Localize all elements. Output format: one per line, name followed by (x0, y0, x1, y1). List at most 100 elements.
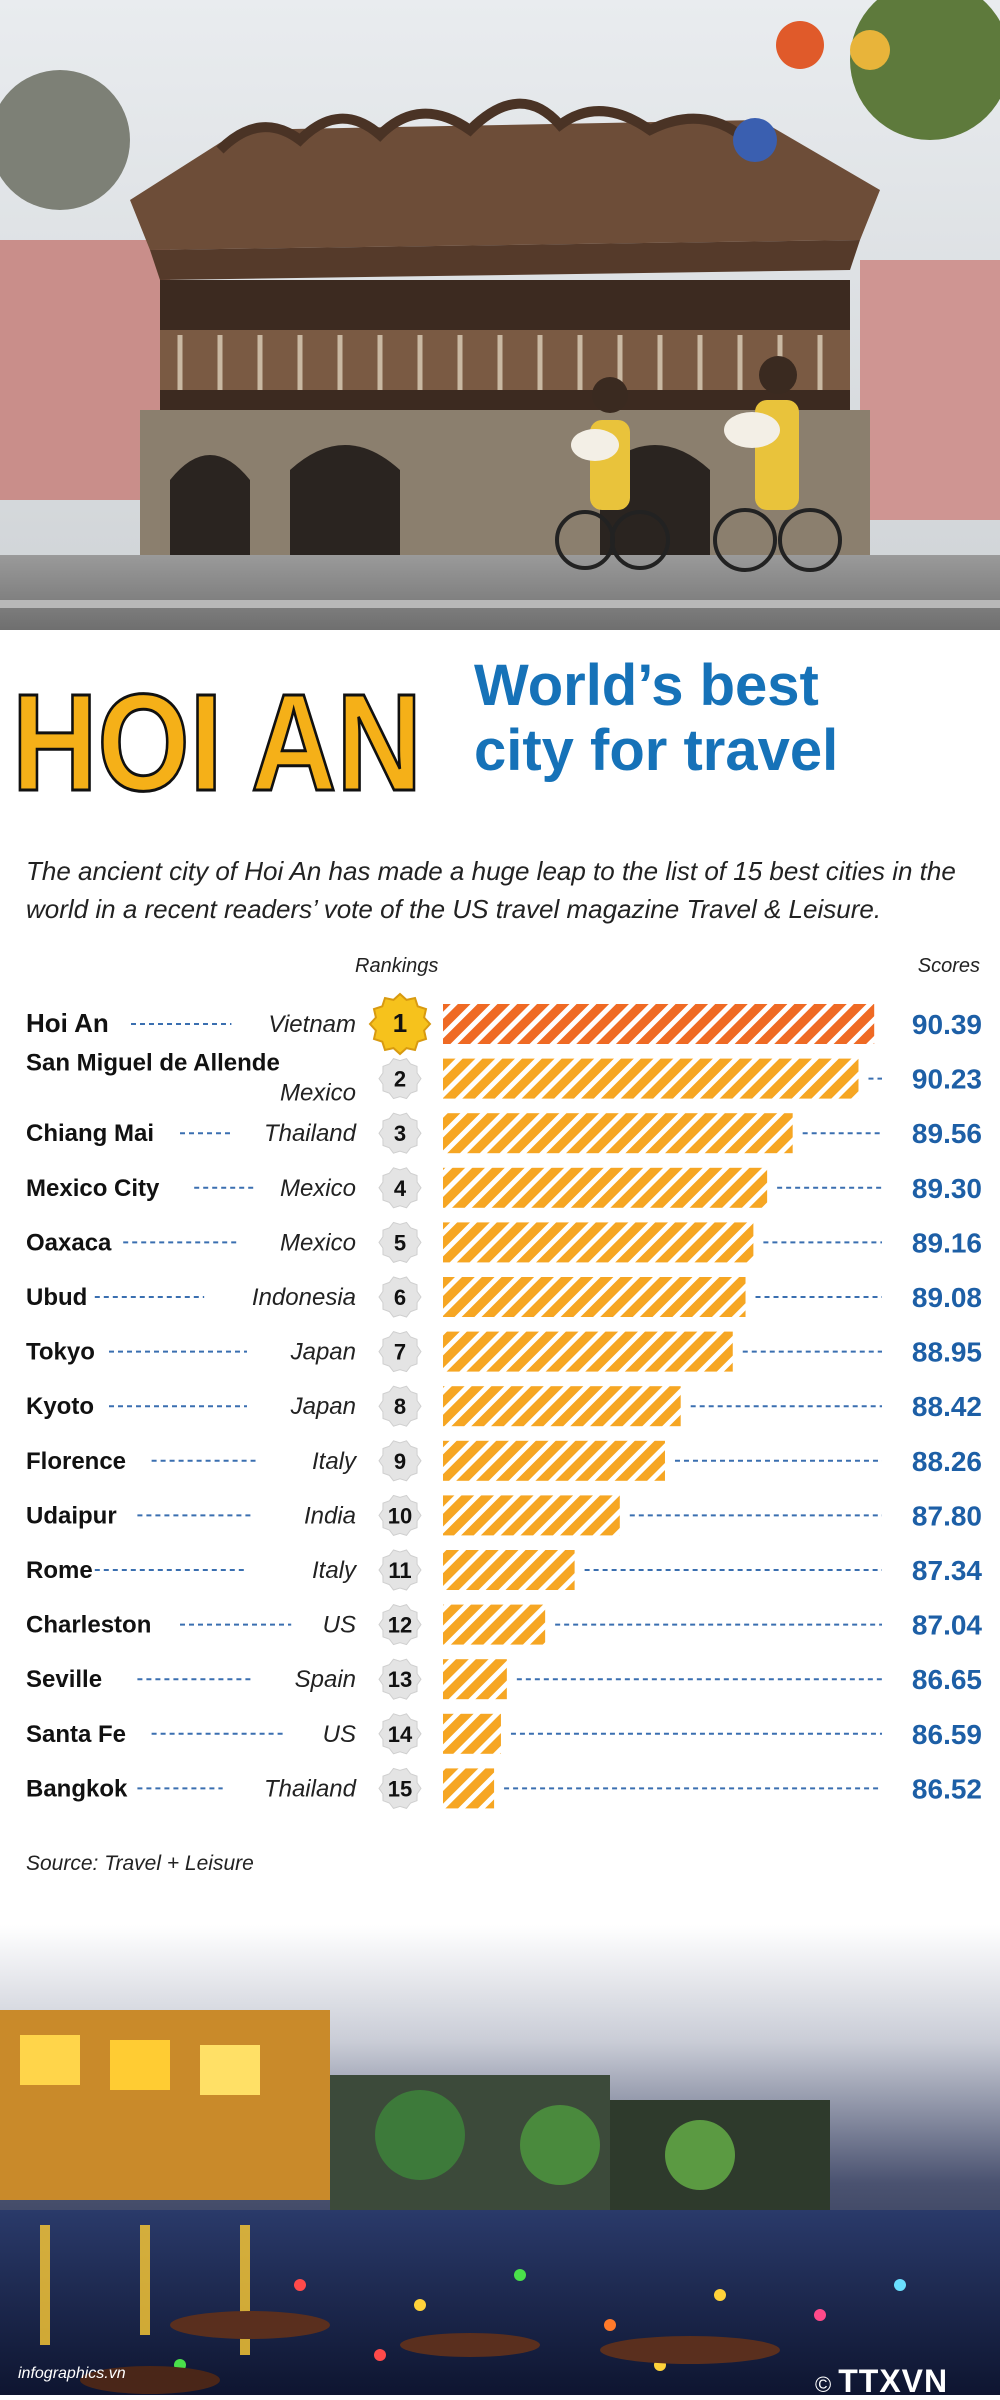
score-value: 90.23 (912, 1064, 982, 1095)
city-label: San Miguel de Allende (26, 1050, 280, 1077)
agency-logo: © TTXVN (815, 2363, 948, 2400)
rank-badge (368, 992, 432, 1056)
score-bar (443, 1004, 875, 1044)
rank-badge (378, 1112, 422, 1154)
rank-number: 3 (394, 1121, 406, 1146)
rank-number: 14 (388, 1722, 413, 1747)
score-bar (443, 1604, 546, 1645)
city-label: Florence (26, 1448, 126, 1475)
agency-logo-text: TTXVN (838, 2363, 949, 2399)
hoi-an-bridge-photo (0, 0, 1000, 630)
scores-header: Scores (918, 955, 980, 977)
city-label: Seville (26, 1666, 102, 1693)
rank-badge (378, 1658, 422, 1700)
city-label: Oaxaca (26, 1229, 112, 1256)
country-label: Vietnam (268, 1011, 356, 1038)
score-bar (443, 1331, 733, 1372)
city-label: Chiang Mai (26, 1120, 154, 1147)
score-bar (443, 1713, 501, 1754)
rank-badge (378, 1549, 422, 1591)
city-label: Kyoto (26, 1393, 94, 1420)
rank-badge (378, 1440, 422, 1482)
city-label: Ubud (26, 1284, 87, 1311)
country-label: Italy (312, 1448, 358, 1475)
ranking-chart: Rankings Scores Hoi An Vietnam 1 90.39 San M… (0, 940, 1000, 1845)
score-value: 89.16 (912, 1227, 982, 1258)
rank-badge (378, 1385, 422, 1427)
city-label: Tokyo (26, 1339, 95, 1366)
rank-badge (378, 1331, 422, 1373)
source-note: Source: Travel + Leisure (26, 1852, 254, 1875)
score-bar (443, 1550, 575, 1590)
rank-badge (378, 1494, 422, 1536)
rank-number: 2 (394, 1067, 406, 1092)
rank-number: 4 (394, 1176, 407, 1201)
country-label: Thailand (264, 1120, 357, 1147)
rank-number: 12 (388, 1613, 412, 1638)
rank-number: 5 (394, 1230, 406, 1255)
score-bar (443, 1167, 768, 1208)
country-label: Italy (312, 1557, 358, 1584)
score-value: 88.42 (912, 1391, 982, 1422)
city-label: Rome (26, 1557, 93, 1584)
page-title: HOI AN (12, 666, 422, 820)
country-label: Spain (295, 1666, 356, 1693)
subtitle-line-2: city for travel (474, 718, 838, 783)
country-label: US (323, 1721, 356, 1748)
score-bar (443, 1058, 859, 1099)
score-value: 90.39 (912, 1009, 982, 1040)
rank-number: 10 (388, 1503, 412, 1528)
rank-badge (378, 1713, 422, 1755)
country-label: India (304, 1502, 356, 1529)
score-bar (443, 1222, 754, 1263)
city-label: Hoi An (26, 1008, 109, 1038)
country-label: Japan (290, 1393, 356, 1420)
city-label: Charleston (26, 1612, 151, 1639)
city-label: Udaipur (26, 1502, 117, 1529)
copyright-mark: © (815, 2372, 833, 2397)
rank-badge (378, 1604, 422, 1646)
rank-badge (378, 1221, 422, 1263)
score-bar (443, 1113, 793, 1154)
rank-number: 15 (388, 1776, 412, 1801)
country-label: Mexico (280, 1175, 356, 1202)
country-label: Mexico (280, 1080, 356, 1107)
rank-number: 1 (393, 1008, 407, 1038)
city-label: Mexico City (26, 1175, 160, 1202)
score-value: 87.04 (912, 1610, 982, 1641)
score-value: 89.30 (912, 1173, 982, 1204)
score-bar (443, 1768, 495, 1809)
rank-number: 7 (394, 1340, 406, 1365)
score-value: 87.80 (912, 1500, 982, 1531)
rank-number: 9 (394, 1449, 406, 1474)
rank-number: 11 (388, 1558, 411, 1583)
country-label: Mexico (280, 1229, 356, 1256)
score-value: 86.65 (912, 1664, 982, 1695)
rank-badge (378, 1276, 422, 1318)
score-bar (443, 1277, 746, 1317)
rank-badge (378, 1767, 422, 1809)
score-value: 88.95 (912, 1337, 982, 1368)
rank-number: 13 (388, 1667, 412, 1692)
intro-text: The ancient city of Hoi An has made a hu… (26, 856, 956, 924)
score-value: 88.26 (912, 1446, 982, 1477)
score-bar (443, 1495, 620, 1536)
rank-badge (378, 1058, 422, 1100)
country-label: Thailand (264, 1775, 357, 1802)
city-label: Bangkok (26, 1775, 128, 1802)
score-value: 89.08 (912, 1282, 982, 1313)
rank-number: 8 (394, 1394, 406, 1419)
score-value: 86.52 (912, 1773, 982, 1804)
city-label: Santa Fe (26, 1721, 126, 1748)
country-label: Japan (290, 1339, 356, 1366)
title-block: HOI AN World’s best city for travel (0, 630, 1000, 850)
score-value: 87.34 (912, 1555, 982, 1586)
country-label: Indonesia (252, 1284, 356, 1311)
country-label: US (323, 1612, 356, 1639)
rank-badge (378, 1167, 422, 1209)
score-bar (443, 1386, 681, 1427)
hoi-an-night-photo (0, 1925, 1000, 2395)
score-bar (443, 1440, 665, 1481)
subtitle-line-1: World’s best (474, 653, 819, 718)
score-value: 89.56 (912, 1118, 982, 1149)
